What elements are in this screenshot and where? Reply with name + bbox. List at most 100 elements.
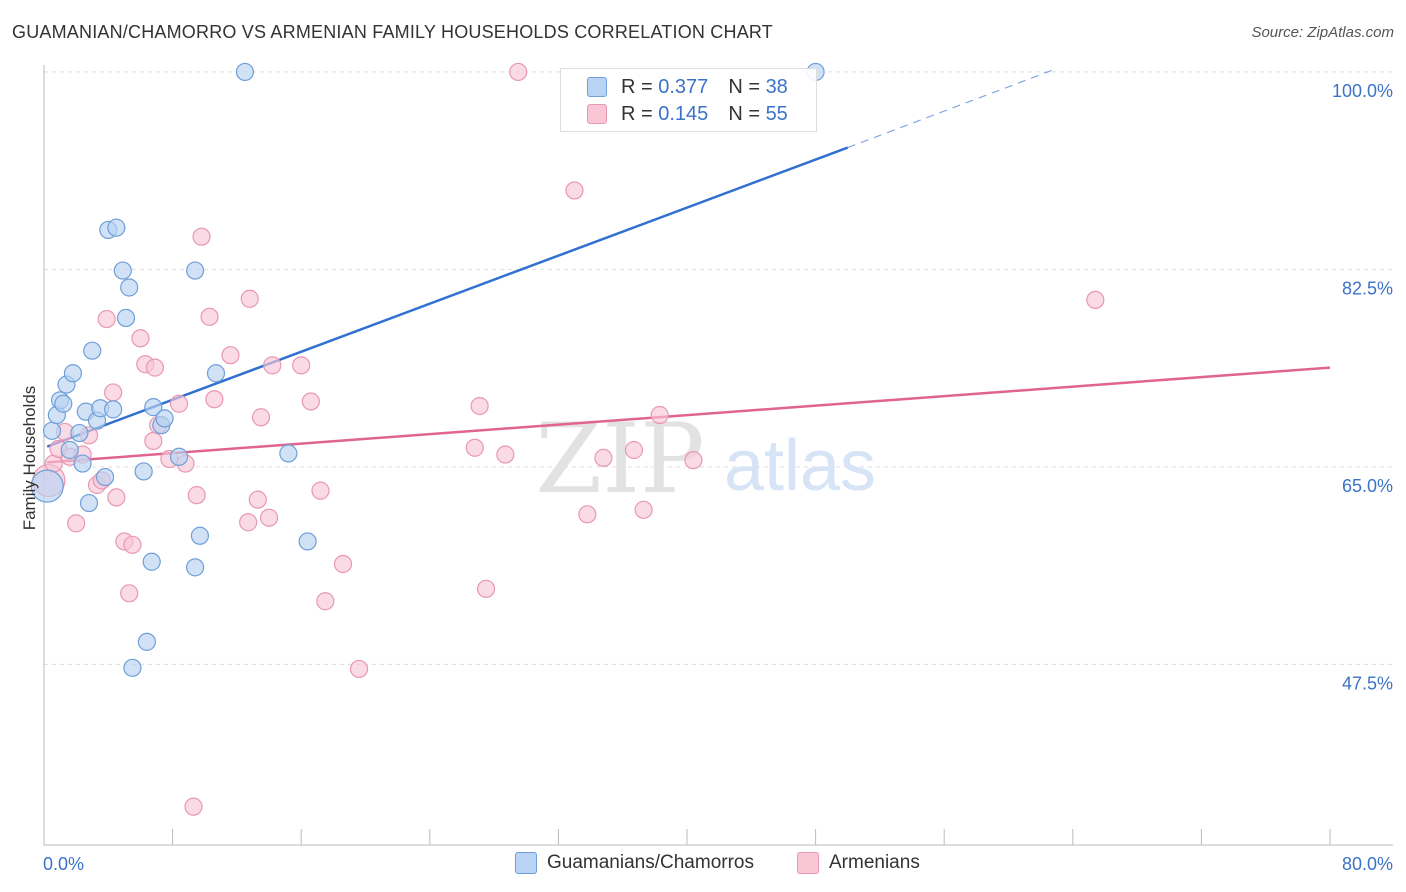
point-armenians	[239, 513, 258, 532]
point-armenians	[650, 405, 669, 425]
point-armenians	[145, 358, 165, 377]
point-armenians	[634, 500, 653, 519]
point-armenians	[509, 62, 528, 82]
trend-line-guamanians	[46, 146, 849, 448]
legend-n-value: 38	[765, 75, 788, 98]
point-armenians	[200, 307, 219, 326]
point-armenians	[333, 554, 353, 574]
point-armenians	[131, 329, 150, 348]
x-tick-label-min: 0.0%	[43, 854, 84, 874]
bottom-legend-label: Armenians	[829, 852, 920, 873]
legend-swatch-pink	[587, 104, 607, 124]
point-armenians	[248, 490, 267, 509]
point-armenians	[221, 346, 240, 365]
point-armenians	[187, 486, 206, 505]
point-armenians	[67, 514, 86, 533]
point-guamanians	[142, 552, 161, 571]
point-armenians	[316, 592, 335, 611]
point-armenians	[476, 579, 496, 598]
chart-title: GUAMANIAN/CHAMORRO VS ARMENIAN FAMILY HO…	[12, 22, 773, 42]
legend-r-value: 0.145	[658, 102, 709, 125]
point-armenians	[97, 309, 116, 329]
y-tick-label: 65.0%	[1342, 476, 1393, 496]
legend-r-value: 0.377	[658, 75, 709, 98]
legend-n-label: N =	[728, 102, 760, 125]
point-armenians	[349, 659, 369, 679]
legend-r-label: R =	[621, 102, 653, 125]
point-guamanians	[190, 526, 210, 545]
axes: 47.5% 65.0% 82.5% 100.0%	[43, 65, 1393, 846]
point-armenians	[301, 392, 320, 411]
point-armenians	[259, 508, 279, 527]
legend-r-label: R =	[621, 75, 653, 98]
point-armenians	[594, 448, 613, 467]
point-guamanians	[54, 394, 73, 413]
data-points	[30, 62, 1105, 816]
point-armenians	[205, 390, 224, 409]
point-armenians	[311, 481, 330, 500]
legend-swatch-blue	[587, 77, 607, 97]
point-guamanians	[104, 400, 123, 419]
x-tick-label-max: 80.0%	[1342, 854, 1393, 874]
y-axis-label: Family Households	[20, 386, 39, 531]
legend-n-label: N =	[728, 75, 760, 98]
point-guamanians	[123, 658, 142, 677]
legend-n-value: 55	[765, 102, 788, 125]
point-armenians	[684, 451, 703, 470]
point-armenians	[123, 535, 142, 554]
stats-legend: R = 0.377 N = 38 R = 0.145 N = 55	[560, 68, 817, 132]
point-guamanians	[42, 421, 62, 440]
point-armenians	[240, 289, 259, 308]
y-tick-label: 100.0%	[1332, 81, 1393, 101]
point-guamanians	[206, 364, 226, 383]
y-tick-label: 47.5%	[1342, 673, 1393, 693]
bottom-legend-swatch-blue	[515, 852, 537, 874]
point-guamanians	[235, 62, 255, 82]
legend-row-armenians: R = 0.145 N = 55	[587, 102, 788, 126]
point-armenians	[120, 584, 139, 603]
point-armenians	[496, 445, 515, 464]
point-guamanians	[169, 447, 189, 466]
point-armenians	[292, 356, 311, 375]
watermark: ZIP atlas	[535, 403, 876, 515]
point-guamanians	[144, 398, 163, 417]
point-armenians	[470, 396, 489, 416]
watermark-atlas: atlas	[724, 426, 876, 506]
point-guamanians	[120, 278, 139, 297]
point-guamanians	[73, 454, 92, 473]
bottom-legend-armenians: Armenians	[797, 852, 920, 874]
point-armenians	[263, 356, 282, 375]
point-guamanians	[298, 532, 317, 551]
source-label: Source: ZipAtlas.com	[1251, 24, 1394, 41]
trend-line-armenians	[47, 366, 1331, 464]
point-guamanians	[155, 409, 174, 428]
point-guamanians	[83, 341, 102, 360]
point-guamanians	[63, 364, 83, 383]
point-armenians	[107, 488, 126, 507]
point-armenians	[624, 440, 644, 460]
y-tick-label: 82.5%	[1342, 278, 1393, 298]
bottom-legend-swatch-pink	[797, 852, 819, 874]
point-armenians	[104, 383, 123, 402]
point-armenians	[565, 181, 584, 200]
legend-row-guamanians: R = 0.377 N = 38	[587, 75, 788, 99]
point-guamanians	[30, 469, 64, 503]
point-guamanians	[137, 632, 156, 651]
point-guamanians	[60, 440, 79, 460]
point-armenians	[144, 431, 163, 451]
point-armenians	[251, 408, 271, 427]
trend-line-guamanians-extension	[847, 67, 1057, 149]
point-armenians	[169, 394, 189, 413]
grid-lines	[44, 71, 1393, 665]
point-armenians	[465, 438, 484, 457]
point-guamanians	[186, 558, 205, 577]
watermark-zip: ZIP	[535, 403, 704, 515]
point-guamanians	[70, 423, 89, 443]
bottom-legend-label: Guamanians/Chamorros	[547, 852, 754, 873]
bottom-legend-guamanians: Guamanians/Chamorros	[515, 852, 754, 874]
point-armenians	[192, 227, 211, 246]
point-guamanians	[113, 261, 132, 280]
point-armenians	[1086, 290, 1105, 309]
point-guamanians	[134, 462, 153, 481]
